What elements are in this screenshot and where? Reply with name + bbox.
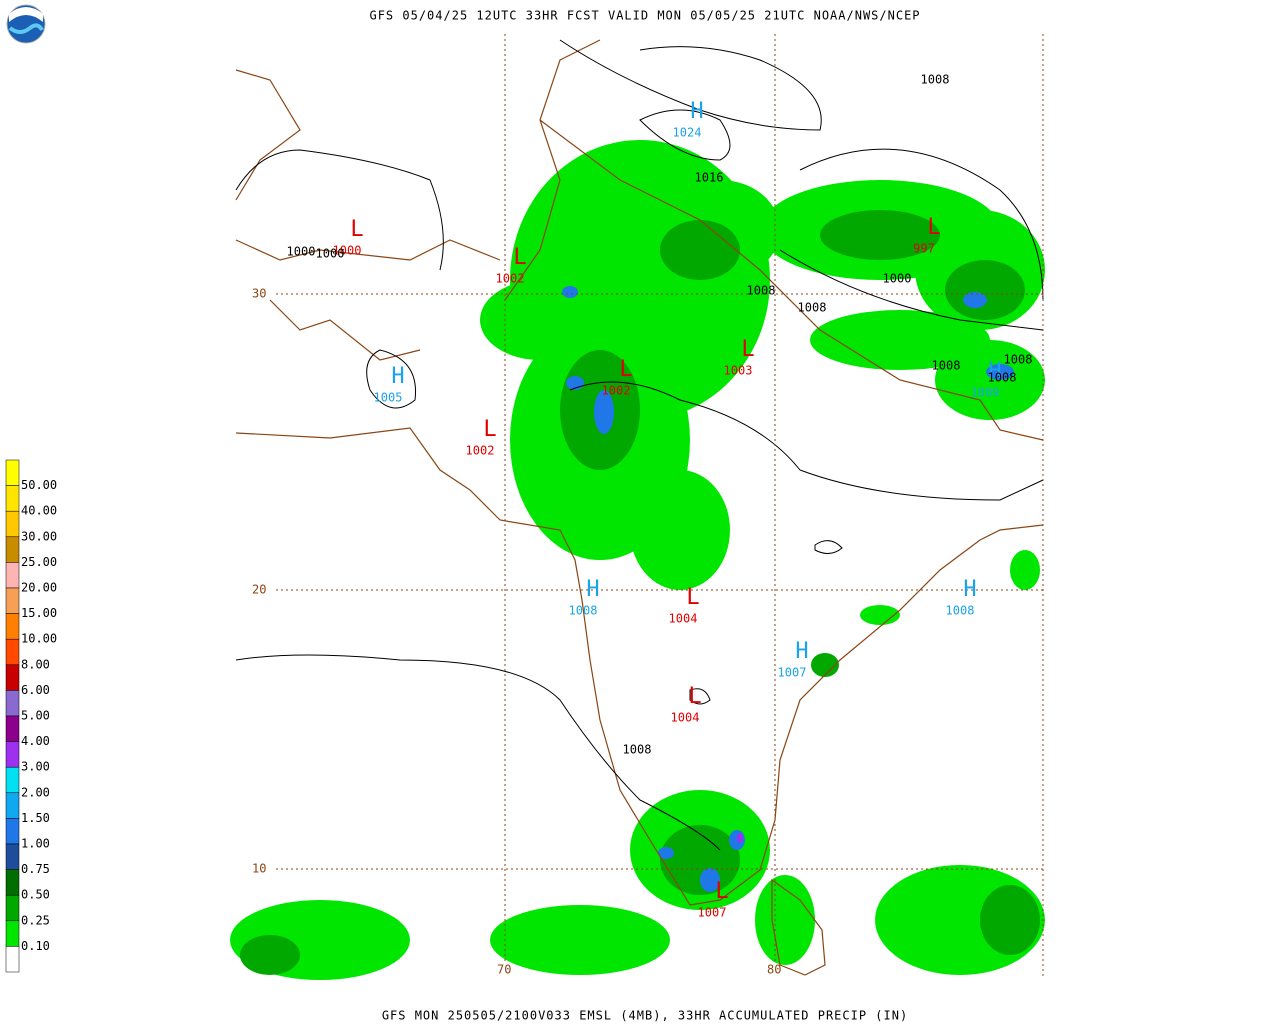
- legend-swatch: [5, 843, 20, 870]
- pressure-center-value: 1000: [333, 244, 362, 258]
- legend-swatch: [5, 869, 20, 896]
- pressure-center-symbol: H: [586, 577, 599, 602]
- isobar-label: 1016: [695, 171, 724, 185]
- legend-swatch: [5, 792, 20, 819]
- legend-label: 2.00: [21, 785, 50, 799]
- legend-swatch: [5, 946, 20, 973]
- legend-label: 1.50: [21, 811, 50, 825]
- pressure-center-value: 1002: [496, 272, 525, 286]
- legend-swatch: [5, 715, 20, 742]
- legend-swatch: [5, 485, 20, 512]
- lat-lon-grid: [276, 34, 1044, 977]
- pressure-center-symbol: H: [690, 99, 703, 124]
- footer-caption: GFS MON 250505/2100V033 EMSL (4MB), 33HR…: [382, 1009, 908, 1023]
- latitude-label: 30: [252, 287, 266, 301]
- legend-swatch: [5, 741, 20, 768]
- legend-label: 50.00: [21, 478, 57, 492]
- legend-label: 5.00: [21, 709, 50, 723]
- pressure-center-value: 1008: [946, 604, 975, 618]
- legend-swatch: [5, 664, 20, 691]
- pressure-center-symbol: L: [688, 684, 701, 709]
- legend-label: 0.25: [21, 913, 50, 927]
- isobar-label: 1008: [623, 743, 652, 757]
- title: GFS 05/04/25 12UTC 33HR FCST VALID MON 0…: [369, 9, 920, 23]
- legend-swatch: [5, 536, 20, 563]
- pressure-center-symbol: H: [988, 359, 1001, 384]
- isobar-label: 1008: [932, 359, 961, 373]
- isobar-label: 1008: [988, 371, 1017, 385]
- pressure-center-value: 1004: [671, 711, 700, 725]
- pressure-center-value: 1007: [698, 906, 727, 920]
- isobars: [235, 39, 1044, 851]
- legend-swatch: [5, 894, 20, 922]
- isobar-label: 1000: [883, 272, 912, 286]
- isobar-label: 1000: [316, 247, 345, 261]
- legend-swatch: [5, 690, 20, 717]
- pressure-center-value: 1002: [602, 384, 631, 398]
- isobar-label: 1008: [1004, 353, 1033, 367]
- pressure-center-symbol: L: [741, 337, 754, 362]
- isobar-label: 1008: [921, 73, 950, 87]
- pressure-center-symbol: L: [619, 357, 632, 382]
- legend-label: 15.00: [21, 606, 57, 620]
- legend-label: 3.00: [21, 760, 50, 774]
- legend-label: 0.10: [21, 939, 50, 953]
- legend-swatch: [5, 587, 20, 614]
- isobar-label: 1000: [287, 245, 316, 259]
- pressure-center-symbol: L: [483, 417, 496, 442]
- pressure-center-value: 1008: [569, 604, 598, 618]
- legend-swatch: [5, 562, 20, 589]
- legend-label: 8.00: [21, 657, 50, 671]
- pressure-center-value: 1003: [724, 364, 753, 378]
- legend-label: 0.50: [21, 888, 50, 902]
- pressure-center-value: 1004: [669, 612, 698, 626]
- legend-label: 0.75: [21, 862, 50, 876]
- pressure-center-value: 1009: [971, 386, 1000, 400]
- legend-label: 40.00: [21, 504, 57, 518]
- pressure-center-value: 1024: [673, 126, 702, 140]
- pressure-center-symbol: L: [715, 879, 728, 904]
- legend-swatch: [5, 920, 20, 947]
- legend-label: 6.00: [21, 683, 50, 697]
- legend-swatch: [5, 638, 20, 666]
- coastlines-borders: [235, 39, 1044, 976]
- pressure-center-symbol: H: [795, 639, 808, 664]
- pressure-center-symbol: H: [391, 364, 404, 389]
- isobar-label: 1008: [798, 301, 827, 315]
- pressure-center-symbol: H: [963, 577, 976, 602]
- longitude-label: 70: [497, 963, 511, 977]
- legend-swatch: [5, 510, 20, 538]
- pressure-center-value: 997: [913, 242, 935, 256]
- legend-swatch: [5, 613, 20, 640]
- legend-label: 4.00: [21, 734, 50, 748]
- longitude-label: 80: [767, 963, 781, 977]
- legend-label: 20.00: [21, 581, 57, 595]
- precipitation-field: [230, 140, 1045, 980]
- legend-swatch: [5, 459, 20, 486]
- pressure-center-symbol: L: [513, 245, 526, 270]
- legend-label: 1.00: [21, 837, 50, 851]
- legend: 50.00 40.00 30.00 25.00 20.00 15.00 10.00 8.00 6…: [5, 459, 57, 973]
- isobar-label: 1008: [747, 284, 776, 298]
- latitude-label: 20: [252, 583, 266, 597]
- pressure-center-symbol: L: [927, 215, 940, 240]
- noaa-logo: [6, 4, 46, 44]
- pressure-center-value: 1002: [466, 444, 495, 458]
- legend-swatch: [5, 818, 20, 845]
- legend-label: 10.00: [21, 632, 57, 646]
- pressure-center-symbol: L: [350, 217, 363, 242]
- pressure-center-symbol: L: [686, 585, 699, 610]
- latitude-label: 10: [252, 862, 266, 876]
- legend-label: 30.00: [21, 529, 57, 543]
- legend-swatch: [5, 766, 20, 794]
- pressure-center-value: 1005: [374, 391, 403, 405]
- legend-label: 25.00: [21, 555, 57, 569]
- pressure-center-value: 1007: [778, 666, 807, 680]
